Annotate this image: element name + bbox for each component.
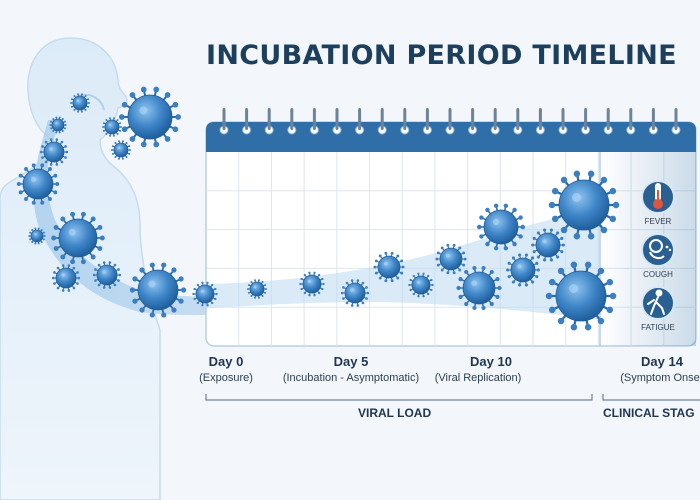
virus-particle bbox=[28, 227, 46, 245]
virus-particles bbox=[16, 86, 620, 331]
virus-particle bbox=[506, 253, 540, 287]
symptom-label-fatigue: FATIGUE bbox=[641, 323, 675, 332]
virus-particle bbox=[299, 271, 325, 297]
virus-particle bbox=[39, 138, 69, 166]
fatigue-symptom bbox=[641, 286, 675, 320]
virus-particle bbox=[548, 170, 620, 240]
day-note-5: (Incubation - Asymptomatic) bbox=[282, 372, 420, 384]
cough-icon bbox=[649, 239, 672, 260]
day-label-0: Day 0 bbox=[208, 354, 244, 369]
day-label-5: Day 5 bbox=[333, 354, 369, 369]
virus-particle bbox=[16, 163, 60, 205]
day-label-14: Day 14 bbox=[641, 354, 683, 369]
day-note-10: (Viral Replication) bbox=[434, 372, 522, 384]
day-note-14: (Symptom Onse bbox=[620, 372, 700, 384]
virus-particle bbox=[51, 211, 105, 265]
virus-particle bbox=[118, 86, 182, 148]
virus-particle bbox=[192, 281, 218, 307]
virus-particle bbox=[340, 279, 370, 307]
thermometer-icon bbox=[653, 183, 663, 209]
calendar-rings bbox=[219, 108, 681, 135]
page-title: INCUBATION PERIOD TIMELINE bbox=[206, 40, 677, 71]
cough-symptom bbox=[641, 233, 675, 267]
virus-particle bbox=[129, 262, 187, 318]
calendar bbox=[205, 108, 697, 347]
virus-particle bbox=[545, 261, 617, 331]
symptom-label-cough: COUGH bbox=[643, 270, 673, 279]
symptom-icons bbox=[641, 180, 675, 320]
virus-particle bbox=[70, 93, 90, 113]
timeline-bracket bbox=[205, 394, 700, 401]
virus-particle bbox=[477, 203, 525, 251]
virus-particle bbox=[456, 265, 502, 311]
virus-particle bbox=[49, 116, 67, 134]
virus-particle bbox=[51, 264, 81, 292]
virus-particle bbox=[92, 261, 122, 289]
day-note-0: (Exposure) bbox=[199, 372, 253, 384]
virus-particle bbox=[102, 117, 122, 137]
virus-particle bbox=[247, 279, 267, 299]
fever-symptom bbox=[641, 180, 675, 214]
virus-particle bbox=[408, 272, 434, 298]
virus-particle bbox=[531, 228, 565, 262]
day-label-10: Day 10 bbox=[470, 354, 512, 369]
virus-particle bbox=[435, 243, 467, 275]
fatigue-icon bbox=[647, 289, 665, 315]
phase-clinical-stage: CLINICAL STAG bbox=[603, 406, 695, 420]
symptom-label-fever: FEVER bbox=[644, 217, 672, 226]
virus-particle bbox=[111, 140, 131, 160]
phase-viral-load: VIRAL LOAD bbox=[358, 406, 432, 420]
virus-particle bbox=[373, 251, 405, 283]
